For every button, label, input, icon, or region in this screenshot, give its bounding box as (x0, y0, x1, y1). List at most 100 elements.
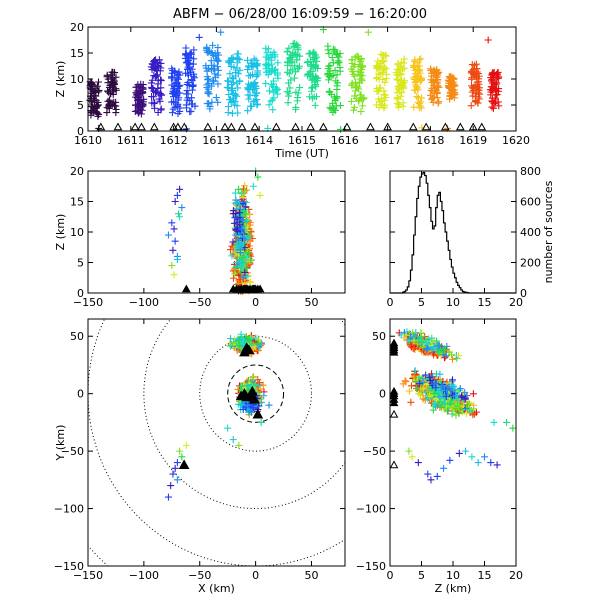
source-marker (395, 101, 403, 109)
source-marker (434, 342, 442, 350)
source-marker (450, 398, 458, 406)
y-tick-label: 10 (70, 73, 84, 86)
source-marker (393, 65, 401, 73)
source-marker (294, 94, 302, 102)
source-marker (236, 66, 244, 74)
source-marker (400, 79, 408, 87)
source-marker (419, 343, 427, 351)
source-marker (288, 58, 296, 66)
axes-frame (87, 170, 346, 294)
source-marker (433, 385, 441, 393)
ground-strike-marker (389, 338, 399, 347)
source-marker (333, 71, 341, 79)
source-marker (325, 88, 333, 96)
source-marker (447, 91, 455, 99)
source-marker (168, 73, 176, 81)
source-marker (110, 80, 118, 88)
source-marker (354, 83, 362, 91)
panel-time-height: 1610 1611 1612 1613 1614 1615 1616 1617 1618 1619… (54, 21, 530, 160)
source-marker (461, 388, 469, 396)
source-marker (236, 198, 244, 206)
source-marker (173, 255, 181, 263)
panel-plan-view: −150 −100 −50 0 50 −150 −100 −50 0 50 X (km) Y (km) (54, 318, 346, 595)
source-marker (254, 376, 262, 384)
source-marker (462, 405, 470, 413)
source-marker (331, 46, 339, 54)
source-marker (430, 67, 438, 75)
source-marker (432, 402, 440, 410)
y-tick-label: 20 (70, 165, 84, 178)
x-axis-title: Z (km) (435, 582, 472, 595)
source-marker (243, 272, 251, 280)
source-marker (379, 58, 387, 66)
source-marker (150, 93, 158, 101)
y-tick-label: 10 (70, 226, 84, 239)
source-marker (167, 482, 175, 490)
source-marker (157, 59, 165, 67)
source-marker (435, 348, 443, 356)
source-marker (252, 72, 260, 80)
source-marker (231, 214, 239, 222)
source-marker (416, 62, 424, 70)
station-marker (252, 408, 264, 419)
source-marker (209, 41, 217, 49)
source-marker (334, 57, 342, 65)
source-marker (411, 75, 419, 83)
source-marker (257, 418, 265, 426)
source-marker (285, 44, 293, 52)
source-marker (411, 66, 419, 74)
source-marker (423, 346, 431, 354)
source-marker (422, 388, 430, 396)
source-marker (434, 76, 442, 84)
source-marker (229, 436, 237, 444)
source-marker (357, 108, 365, 116)
source-marker (311, 76, 319, 84)
source-marker (259, 381, 267, 389)
source-marker (232, 199, 240, 207)
source-marker (169, 105, 177, 113)
source-marker (157, 76, 165, 84)
source-marker (208, 82, 216, 90)
source-marker (484, 36, 492, 44)
source-marker (244, 107, 252, 115)
source-marker (336, 102, 344, 110)
y-tick-label: −150 (54, 560, 84, 573)
y-tick-label: 15 (70, 196, 84, 209)
source-marker (491, 85, 499, 93)
ground-strike-marker (113, 122, 123, 131)
source-marker (234, 227, 242, 235)
source-marker (349, 106, 357, 114)
source-marker (414, 335, 422, 343)
x-tick-label: 1613 (202, 134, 230, 147)
source-marker (433, 337, 441, 345)
source-marker (329, 108, 337, 116)
source-marker (348, 56, 356, 64)
source-marker (469, 390, 477, 398)
station-marker (178, 459, 190, 470)
source-marker (426, 91, 434, 99)
source-marker (151, 104, 159, 112)
y-tick-label: 0 (77, 388, 84, 401)
source-marker (188, 76, 196, 84)
source-marker (229, 75, 237, 83)
x-tick-label: 1620 (502, 134, 530, 147)
source-marker (91, 87, 99, 95)
source-marker (509, 424, 517, 432)
source-marker (187, 107, 195, 115)
source-marker (170, 225, 178, 233)
source-marker (417, 74, 425, 82)
source-marker (249, 182, 257, 190)
source-marker (312, 83, 320, 91)
source-marker (447, 84, 455, 92)
source-marker (195, 33, 203, 41)
source-marker (209, 65, 217, 73)
source-marker (400, 55, 408, 63)
source-marker (254, 382, 262, 390)
x-tick-label: 1616 (331, 134, 359, 147)
source-marker (433, 472, 441, 480)
source-marker (182, 69, 190, 77)
source-marker (168, 98, 176, 106)
source-marker (93, 82, 101, 90)
source-marker (493, 73, 501, 81)
source-marker (93, 108, 101, 116)
